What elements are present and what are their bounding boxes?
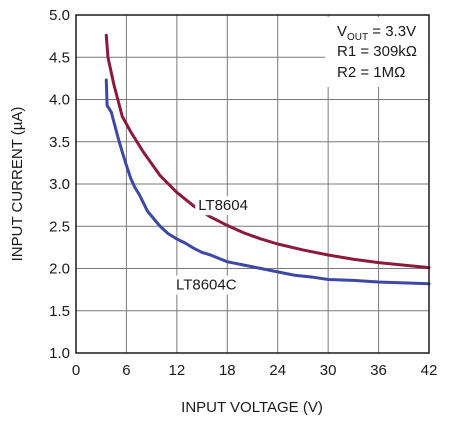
tick-labels: 0 6 12 18 24 30 36 42 1.0 1.5 2.0 2.5 3.0 3.5 4.0 4.5 5.… [49, 7, 437, 379]
parameters-annotation: VOUT = 3.3V R1 = 309kΩ R2 = 1MΩ [325, 17, 428, 87]
annotation-r1: R1 = 309kΩ [337, 43, 417, 60]
annotation-background [325, 17, 428, 87]
y-tick-label: 1.0 [49, 345, 70, 362]
y-tick-label: 4.0 [49, 92, 70, 109]
x-axis-label: INPUT VOLTAGE (V) [181, 399, 323, 416]
x-tick-label: 12 [169, 362, 186, 379]
series-group [104, 33, 431, 286]
plot-frame [75, 14, 430, 354]
x-tick-label: 42 [421, 362, 438, 379]
annotation-r2: R2 = 1MΩ [337, 64, 405, 81]
y-tick-label: 4.5 [49, 49, 70, 66]
x-tick-label: 24 [269, 362, 286, 379]
annotation-vout: VOUT = 3.3V [337, 23, 416, 43]
series-label-lt8604: LT8604 [198, 197, 248, 214]
series-label-background [195, 196, 251, 216]
series-line-lt8604c [104, 78, 431, 286]
y-axis-label: INPUT CURRENT (µA) [9, 107, 26, 262]
y-tick-label: 5.0 [49, 7, 70, 24]
x-tick-label: 0 [72, 362, 80, 379]
y-tick-label: 3.5 [49, 134, 70, 151]
x-tick-label: 18 [219, 362, 236, 379]
series-line-lt8604 [104, 33, 431, 270]
series-label-background [174, 275, 239, 295]
y-tick-label: 3.0 [49, 176, 70, 193]
y-tick-label: 2.5 [49, 218, 70, 235]
x-tick-label: 6 [122, 362, 130, 379]
x-tick-label: 36 [370, 362, 387, 379]
series-label-lt8604c: LT8604C [176, 277, 237, 294]
series-labels: LT8604 LT8604C [174, 196, 251, 295]
y-tick-label: 2.0 [49, 261, 70, 278]
y-tick-label: 1.5 [49, 303, 70, 320]
x-tick-label: 30 [320, 362, 337, 379]
